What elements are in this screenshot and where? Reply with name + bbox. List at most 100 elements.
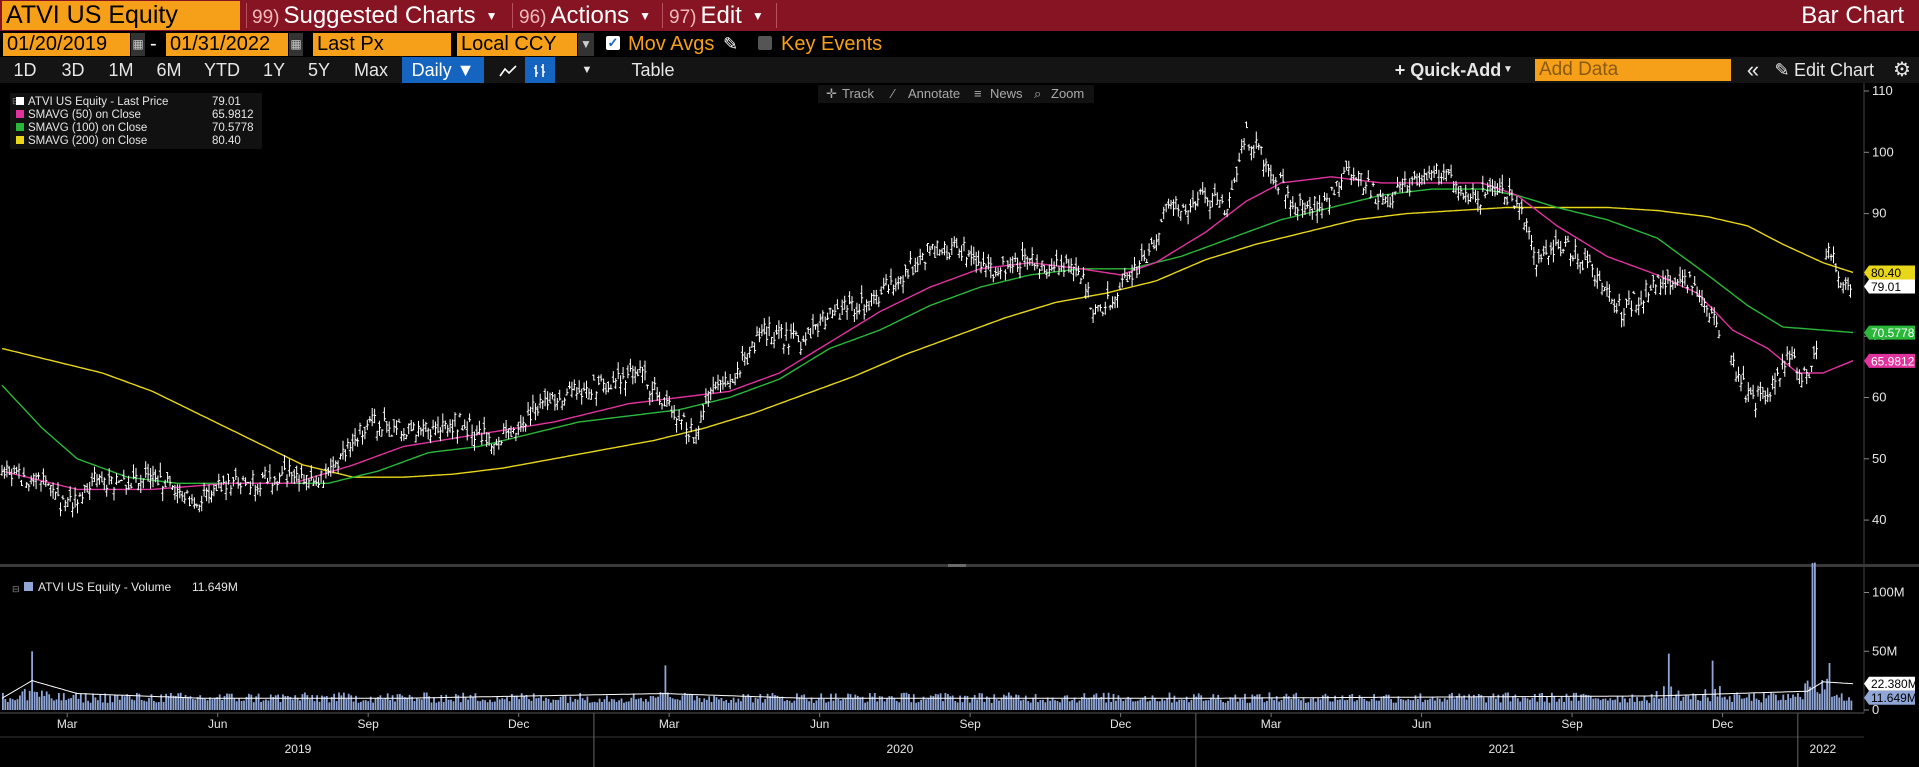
ticker-input[interactable]: ATVI US Equity — [2, 1, 240, 30]
price-legend[interactable]: ⊟ ATVI US Equity - Last Price 79.01 SMAVG … — [10, 93, 262, 149]
volume-bar — [1012, 697, 1015, 710]
volume-bar — [450, 699, 452, 710]
volume-bar — [883, 701, 886, 710]
collapse-icon[interactable]: « — [1746, 57, 1760, 82]
field-input[interactable]: Last Px — [313, 33, 451, 56]
volume-bar — [908, 694, 910, 710]
volume-bar — [1341, 695, 1344, 710]
pencil-icon[interactable]: ✎ — [723, 34, 739, 54]
volume-bar — [323, 696, 326, 710]
period-1m-button[interactable]: 1M — [108, 60, 134, 80]
period-1d-button[interactable]: 1D — [13, 60, 37, 80]
volume-bar — [912, 694, 915, 710]
volume-bar — [430, 702, 433, 710]
volume-bar — [1553, 696, 1556, 710]
news-tool[interactable]: News — [990, 86, 1023, 101]
month-label: Dec — [1712, 717, 1733, 731]
period-5y-button[interactable]: 5Y — [307, 60, 331, 80]
volume-bar — [808, 701, 810, 710]
volume-bar — [557, 699, 560, 710]
volume-bar — [1329, 701, 1332, 710]
volume-bar — [1363, 698, 1366, 710]
volume-bar — [38, 696, 41, 710]
volume-bar — [905, 692, 908, 710]
period-max-button[interactable]: Max — [353, 60, 388, 80]
year-label: 2020 — [887, 742, 914, 756]
volume-bar — [530, 700, 533, 710]
period-ytd-button[interactable]: YTD — [204, 60, 240, 80]
volume-bar — [1699, 700, 1702, 710]
calendar-icon[interactable]: ▦ — [131, 33, 145, 56]
add-data-input[interactable]: Add Data — [1535, 59, 1731, 81]
mov-avgs-checkbox[interactable]: ✓ — [606, 35, 620, 50]
volume-bar — [964, 695, 966, 710]
actions-menu[interactable]: 96) Actions ▼ — [519, 0, 651, 31]
news-icon[interactable]: ≡ — [974, 86, 982, 101]
volume-bar — [1412, 700, 1414, 710]
volume-bar — [1711, 660, 1714, 710]
volume-bar — [1290, 699, 1293, 710]
chart-area[interactable]: ⊟ ATVI US Equity - Last Price 79.01 SMAVG … — [0, 83, 1919, 767]
legend-collapse-icon[interactable]: ⊟ — [12, 96, 20, 106]
bar-chart-icon[interactable] — [525, 57, 555, 83]
volume-legend-value: 11.649M — [192, 580, 238, 594]
volume-bar — [148, 697, 150, 710]
period-6m-button[interactable]: 6M — [156, 60, 182, 80]
track-icon[interactable]: ✛ — [826, 86, 837, 101]
annotate-tool[interactable]: Annotate — [908, 86, 960, 101]
caret-down-icon[interactable]: ▼ — [578, 33, 594, 56]
suggested-charts-menu[interactable]: 99) Suggested Charts ▼ — [252, 0, 497, 31]
volume-bar — [391, 695, 394, 710]
volume-bar — [277, 694, 279, 710]
volume-bar — [435, 702, 438, 710]
start-date-input[interactable]: 01/20/2019 — [3, 33, 130, 56]
edit-chart-button[interactable]: Edit Chart — [1794, 60, 1875, 80]
edit-menu[interactable]: 97) Edit ▼ — [669, 0, 764, 31]
volume-legend[interactable]: ⊟ ATVI US Equity - Volume 11.649M — [12, 580, 238, 594]
volume-bar — [903, 692, 905, 710]
volume-bar — [133, 700, 136, 710]
frequency-select[interactable]: Daily ▼ — [402, 57, 484, 83]
volume-bar — [1063, 695, 1066, 710]
currency-select[interactable]: Local CCY — [457, 33, 577, 56]
table-button[interactable]: Table — [631, 60, 675, 80]
volume-bar — [1507, 692, 1509, 710]
volume-bar — [1083, 693, 1086, 710]
volume-bar — [737, 698, 740, 710]
volume-bar — [1022, 699, 1025, 710]
volume-bar — [1178, 699, 1181, 710]
calendar-icon[interactable]: ▦ — [289, 33, 303, 56]
volume-bar — [944, 693, 947, 710]
volume-bar — [1202, 700, 1205, 710]
sma50-line — [1, 176, 1854, 491]
volume-bar — [1653, 697, 1656, 710]
volume-bar — [1726, 699, 1729, 710]
volume-bar — [1251, 694, 1254, 710]
pencil-icon[interactable]: ✎ — [1774, 60, 1790, 80]
volume-bar — [240, 701, 243, 710]
price-tick-label: 40 — [1872, 512, 1886, 527]
zoom-icon[interactable]: ⌕ — [1034, 86, 1041, 101]
caret-down-icon[interactable]: ▼ — [1503, 64, 1513, 75]
quick-add-button[interactable]: + Quick-Add — [1394, 60, 1502, 80]
legend-collapse-icon[interactable]: ⊟ — [12, 584, 20, 594]
period-1y-button[interactable]: 1Y — [262, 60, 286, 80]
panel-resize-handle[interactable] — [948, 564, 966, 567]
key-events-checkbox[interactable] — [758, 36, 772, 50]
gear-icon[interactable]: ⚙ — [1893, 59, 1911, 81]
line-chart-icon[interactable] — [493, 57, 523, 83]
header-bar: ATVI US Equity 99) Suggested Charts ▼ 96) A… — [0, 0, 1919, 31]
period-3d-button[interactable]: 3D — [61, 60, 85, 80]
volume-bar — [89, 702, 92, 710]
volume-bar — [1222, 702, 1224, 710]
chart-style-dropdown[interactable]: ▼ — [581, 64, 593, 76]
volume-bar — [153, 700, 155, 710]
track-tool[interactable]: Track — [842, 86, 875, 101]
volume-bar — [226, 693, 228, 710]
zoom-tool[interactable]: Zoom — [1051, 86, 1084, 101]
end-date-input[interactable]: 01/31/2022 — [166, 33, 288, 56]
annotate-icon[interactable]: ∕ — [889, 86, 896, 101]
volume-bar — [243, 700, 245, 710]
volume-bar — [1809, 686, 1811, 710]
volume-bar — [705, 699, 708, 710]
